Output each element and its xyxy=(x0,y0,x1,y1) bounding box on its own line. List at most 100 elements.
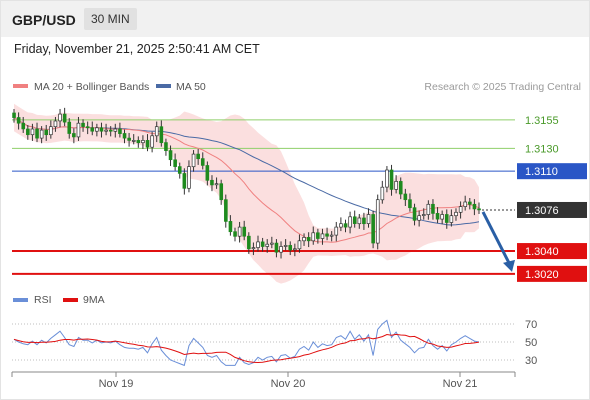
candle-body xyxy=(325,233,329,237)
rsi-tick-30: 30 xyxy=(525,355,537,367)
candle-body xyxy=(187,166,191,189)
rsi-line xyxy=(13,319,480,367)
symbol-label: GBP/USD xyxy=(12,12,76,28)
candle-body xyxy=(62,113,67,123)
rsi-legend-label: RSI xyxy=(34,294,52,306)
level-1-3020-tag xyxy=(517,265,587,282)
candle-body xyxy=(72,133,76,138)
candle-body xyxy=(205,165,210,181)
candle-body xyxy=(394,181,398,190)
candle-body xyxy=(108,129,113,132)
candle-body xyxy=(233,231,237,237)
candle-body xyxy=(352,216,357,224)
candle-body xyxy=(196,153,200,160)
rsi-ma-legend-swatch xyxy=(63,298,78,302)
candle-body xyxy=(444,214,449,223)
last-price-tag xyxy=(517,201,587,218)
chart-timestamp: Friday, November 21, 2025 2:50:41 AM CET xyxy=(14,42,260,56)
candle-body xyxy=(343,223,348,228)
candle-body xyxy=(468,201,472,205)
candle-body xyxy=(380,186,385,201)
level-1-3020-label: 1.3020 xyxy=(525,269,559,281)
rsi-ma-line xyxy=(13,333,480,364)
candle-body xyxy=(136,140,141,144)
candle-body xyxy=(348,216,352,228)
candle-body xyxy=(122,133,127,139)
last-price-label: 1.3076 xyxy=(525,205,559,217)
candle-body xyxy=(320,233,325,239)
candle-body xyxy=(30,128,35,136)
candle-body xyxy=(127,137,131,141)
candle-body xyxy=(288,245,293,251)
candle-body xyxy=(256,241,260,248)
candle-body xyxy=(412,207,417,221)
candle-body xyxy=(16,117,21,124)
candle-body xyxy=(477,208,481,211)
candle-body xyxy=(145,140,150,148)
rsi-legend-swatch xyxy=(13,298,28,302)
level-1-3130-label: 1.3130 xyxy=(525,143,559,155)
key-levels: 1.3155 1.3130 1.3110 1.3040 1.3020 xyxy=(12,115,587,282)
candle-body xyxy=(440,214,444,220)
candle-body xyxy=(334,226,339,236)
level-1-3155-label: 1.3155 xyxy=(525,115,559,127)
candle-body xyxy=(270,242,274,245)
rsi-tick-50: 50 xyxy=(525,337,537,349)
candle-body xyxy=(403,193,408,201)
candle-body xyxy=(251,247,256,250)
candle-body xyxy=(329,234,334,237)
candle-body xyxy=(371,214,375,244)
last-price: 1.3076 xyxy=(482,201,587,218)
candle-body xyxy=(44,129,49,136)
candle-body xyxy=(426,203,431,215)
candle-body xyxy=(454,211,458,217)
candle-body xyxy=(316,232,320,239)
candle-body xyxy=(398,181,403,195)
candle-body xyxy=(12,112,16,118)
candle-body xyxy=(311,232,316,242)
candle-body xyxy=(297,240,302,250)
level-1-3040-tag xyxy=(517,243,587,260)
candle-body xyxy=(35,128,39,139)
candle-body xyxy=(58,113,62,122)
candle-body xyxy=(458,206,463,213)
candle-body xyxy=(141,140,145,144)
candle-body xyxy=(237,226,242,237)
rsi-panel: 70 50 30 xyxy=(12,319,537,367)
candle-body xyxy=(177,166,182,174)
rsi-ma-legend-label: 9MA xyxy=(83,294,105,306)
candle-body xyxy=(219,183,224,201)
candle-body xyxy=(463,201,468,207)
candle-body xyxy=(302,237,306,242)
candle-body xyxy=(90,127,95,132)
candle-body xyxy=(182,173,187,189)
candle-body xyxy=(417,215,421,221)
candle-body xyxy=(76,122,81,138)
bollinger-band-area xyxy=(14,103,479,284)
candle-body xyxy=(389,169,394,190)
candle-body xyxy=(435,213,440,220)
candle-body xyxy=(154,126,159,137)
bollinger-band xyxy=(14,103,479,284)
level-1-3110-label: 1.3110 xyxy=(525,166,558,178)
candle-body xyxy=(53,120,58,128)
x-axis-label: Nov 20 xyxy=(271,378,306,390)
candle-body xyxy=(191,153,196,168)
rsi-tick-70: 70 xyxy=(525,319,537,331)
credit-text: Research © 2025 Trading Central xyxy=(424,81,581,93)
candle-body xyxy=(362,217,366,225)
candle-body xyxy=(21,122,26,130)
candle-body xyxy=(159,126,164,144)
candle-body xyxy=(67,121,72,134)
candle-body xyxy=(224,199,228,222)
candle-body xyxy=(293,248,297,251)
candle-body xyxy=(279,246,283,253)
candle-body xyxy=(210,179,214,186)
candle-body xyxy=(472,203,477,210)
level-1-3110-tag xyxy=(517,163,587,180)
candle-body xyxy=(306,237,311,242)
x-axis: Nov 19 Nov 20 Nov 21 xyxy=(11,371,516,390)
candle-body xyxy=(200,158,205,166)
timeframe-badge[interactable]: 30 MIN xyxy=(84,8,137,30)
